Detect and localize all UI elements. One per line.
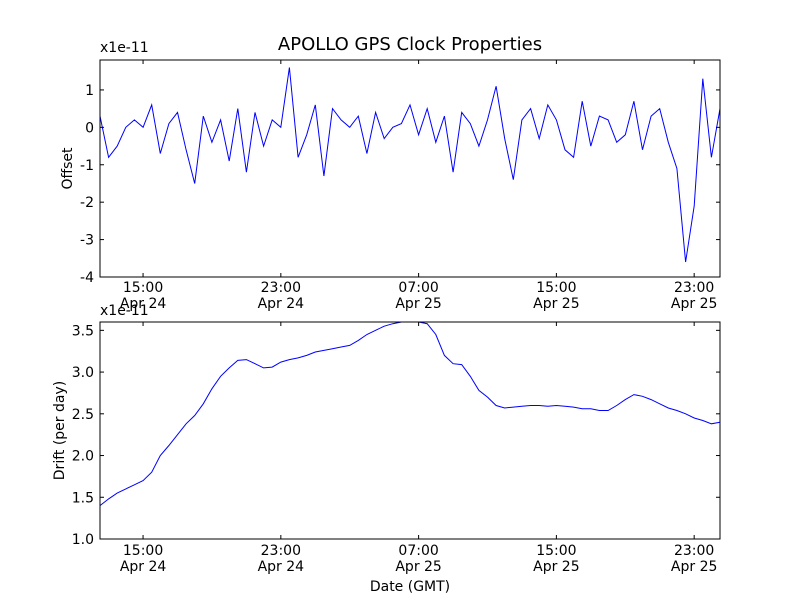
chart-1-scale-label: x1e-11	[100, 303, 149, 319]
chart-0-ylabel: Offset	[60, 147, 76, 190]
chart-1-xtick-time-label: 07:00	[398, 543, 438, 559]
chart-0-ytick-label: -2	[80, 195, 94, 211]
chart-1-axes-frame	[99, 321, 721, 540]
chart-1-ytick-label: 3.0	[72, 365, 94, 381]
chart-0-ytick-label: -4	[80, 270, 94, 286]
chart-1-xtick-date-label: Apr 24	[258, 559, 305, 575]
chart-1-xtick-date-label: Apr 24	[120, 559, 167, 575]
chart-1-ylabel: Drift (per day)	[52, 381, 68, 480]
chart-1-ytick-label: 1.0	[72, 532, 94, 548]
chart-0-xtick-date-label: Apr 24	[258, 296, 305, 312]
chart-1-ytick-label: 3.5	[72, 323, 94, 339]
chart-1-xtick-time-label: 23:00	[674, 543, 714, 559]
chart-0-xtick-date-label: Apr 25	[671, 296, 717, 312]
figure-title: APOLLO GPS Clock Properties	[278, 34, 542, 55]
chart-0-xtick-date-label: Apr 25	[533, 296, 579, 312]
chart-1-xtick-date-label: Apr 25	[671, 559, 717, 575]
chart-1-ytick-label: 2.5	[72, 407, 94, 423]
chart-1-ytick-label: 2.0	[72, 449, 94, 465]
chart-1-xtick-time-label: 15:00	[536, 543, 576, 559]
chart-1-xlabel: Date (GMT)	[370, 579, 450, 595]
chart-0-series-line	[100, 67, 720, 263]
chart-1-xtick-date-label: Apr 25	[533, 559, 579, 575]
chart-0-xtick-date-label: Apr 25	[395, 296, 441, 312]
chart-0-xtick-time-label: 07:00	[398, 280, 438, 296]
chart-1-ytick-label: 1.5	[72, 490, 94, 506]
chart-1-series-line	[100, 322, 720, 506]
chart-0-scale-label: x1e-11	[100, 40, 149, 56]
chart-0-ytick-label: 1	[85, 83, 94, 99]
chart-1-xtick-date-label: Apr 25	[395, 559, 441, 575]
chart-0-xtick-time-label: 23:00	[674, 280, 714, 296]
chart-0-xtick-time-label: 23:00	[261, 280, 301, 296]
chart-0-ytick-label: -1	[80, 158, 94, 174]
chart-0-xtick-time-label: 15:00	[123, 280, 163, 296]
chart-0-xtick-time-label: 15:00	[536, 280, 576, 296]
chart-0-ytick-label: 0	[85, 120, 94, 136]
chart-1-xtick-time-label: 23:00	[261, 543, 301, 559]
chart-0-xtick-date-label: Apr 24	[120, 296, 167, 312]
chart-0-ytick-label: -3	[80, 233, 94, 249]
chart-1-xtick-time-label: 15:00	[123, 543, 163, 559]
chart-0-axes-frame	[99, 59, 721, 278]
